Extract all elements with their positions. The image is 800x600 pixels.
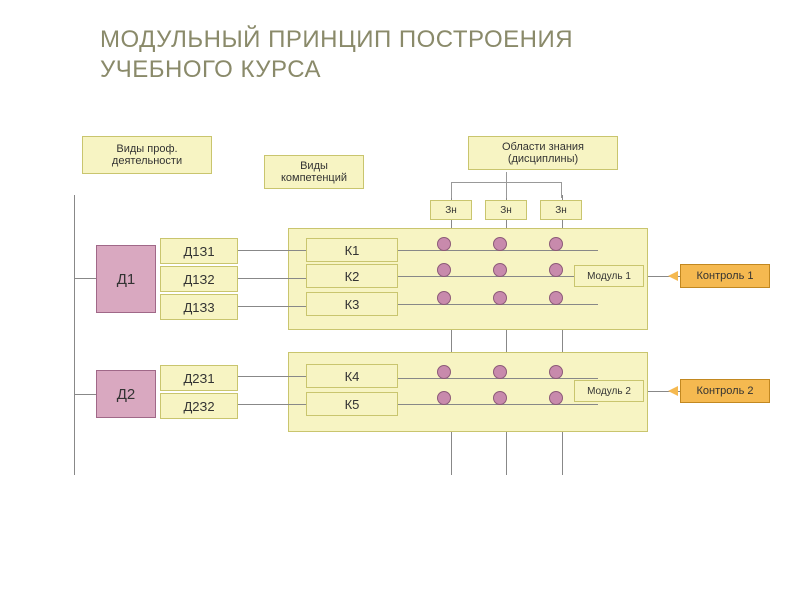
zn-box-2: Зн — [540, 200, 582, 220]
dot-0 — [437, 237, 451, 251]
k-box-3: К4 — [306, 364, 398, 388]
connector-0 — [74, 278, 96, 279]
dot-4 — [493, 263, 507, 277]
dot-3 — [437, 263, 451, 277]
connector-1 — [74, 394, 96, 395]
connector-6 — [238, 404, 306, 405]
dot-6 — [437, 291, 451, 305]
module-label-2: Модуль 2 — [574, 380, 644, 402]
connector-5 — [238, 376, 306, 377]
dot-14 — [549, 391, 563, 405]
dz-box-3: Д2З1 — [160, 365, 238, 391]
connector-2 — [238, 250, 306, 251]
module-label-1: Модуль 1 — [574, 265, 644, 287]
arrow-control-2 — [668, 386, 678, 396]
dot-5 — [549, 263, 563, 277]
dz-box-0: Д1З1 — [160, 238, 238, 264]
dot-10 — [493, 365, 507, 379]
dot-1 — [493, 237, 507, 251]
k-box-1: К2 — [306, 264, 398, 288]
page-title: МОДУЛЬНЫЙ ПРИНЦИП ПОСТРОЕНИЯ УЧЕБНОГО КУ… — [100, 25, 660, 85]
label-prof-activities: Виды проф. деятельности — [82, 136, 212, 174]
label-competencies: Виды компетенций — [264, 155, 364, 189]
guide-vline-0 — [74, 195, 75, 475]
dot-7 — [493, 291, 507, 305]
dot-11 — [549, 365, 563, 379]
k-box-0: К1 — [306, 238, 398, 262]
control-box-2: Контроль 2 — [680, 379, 770, 403]
k-box-2: К3 — [306, 292, 398, 316]
d-main-1: Д1 — [96, 245, 156, 313]
dot-8 — [549, 291, 563, 305]
arrow-control-1 — [668, 271, 678, 281]
d-main-2: Д2 — [96, 370, 156, 418]
dz-box-1: Д1З2 — [160, 266, 238, 292]
dot-2 — [549, 237, 563, 251]
dot-9 — [437, 365, 451, 379]
zn-box-0: Зн — [430, 200, 472, 220]
dot-12 — [437, 391, 451, 405]
dot-13 — [493, 391, 507, 405]
connector-4 — [238, 306, 306, 307]
k-box-4: К5 — [306, 392, 398, 416]
control-box-1: Контроль 1 — [680, 264, 770, 288]
zn-box-1: Зн — [485, 200, 527, 220]
connector-3 — [238, 278, 306, 279]
dz-box-4: Д2З2 — [160, 393, 238, 419]
label-knowledge-areas: Области знания (дисциплины) — [468, 136, 618, 170]
dz-box-2: Д1З3 — [160, 294, 238, 320]
